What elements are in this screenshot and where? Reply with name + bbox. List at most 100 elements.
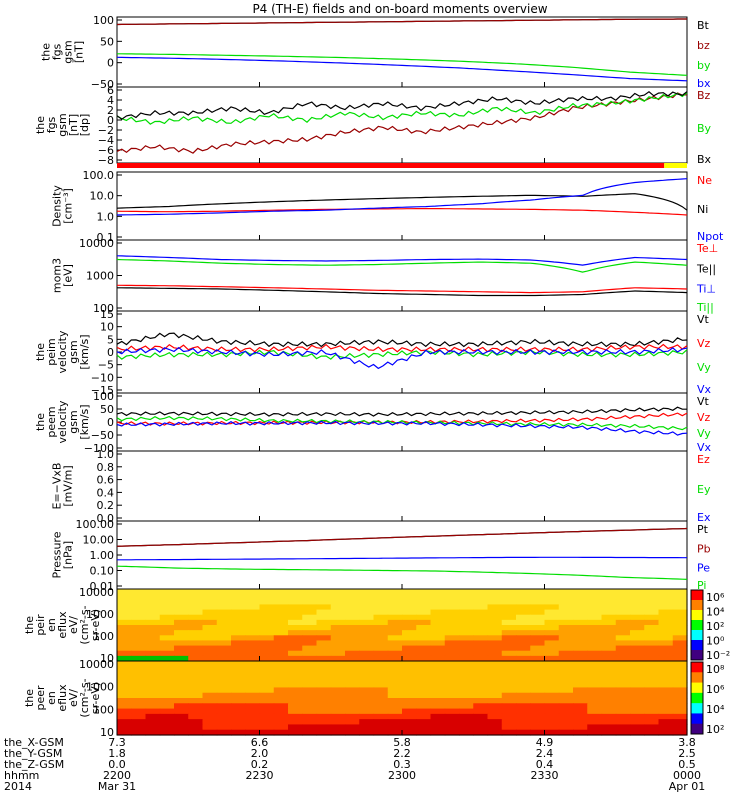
spectrogram-cell [302,640,318,647]
spectrogram-cell [501,614,517,621]
spectrogram-cell [444,724,460,731]
spectrogram-cell [387,698,403,704]
spectrogram-cell [658,724,674,731]
spectrogram-cell [245,635,261,642]
spectrogram-cell [658,635,674,642]
spectrogram-cell [330,619,346,626]
spectrogram-cell [573,671,588,678]
spectrogram-cell [145,630,161,636]
spectrogram-cell [259,655,275,662]
spectrogram-cell [530,671,546,678]
spectrogram-cell [416,671,432,678]
spectrogram-cell [487,645,503,652]
spectrogram-cell [345,655,360,662]
spectrogram-cell [359,682,375,689]
spectrogram-cell [416,729,432,736]
spectrogram-cell [658,676,674,683]
spectrogram-cell [231,703,246,710]
spectrogram-cell [658,729,674,736]
spectrogram-cell [615,619,631,626]
y-axis-label: the [34,413,47,431]
spectrogram-cell [159,661,175,667]
spectrogram-cell [615,655,631,662]
spectrogram-cell [159,729,175,736]
spectrogram-cell [658,671,674,678]
spectrogram-cell [302,698,318,704]
spectrogram-cell [558,687,574,694]
spectrogram-cell [259,703,275,710]
spectrogram-cell [387,589,403,595]
spectrogram-cell [573,703,588,710]
spectrogram-cell [330,687,346,694]
spectrogram-cell [516,614,531,621]
spectrogram-cell [658,692,674,699]
series-line-Pe [117,556,687,561]
spectrogram-cell [302,719,318,726]
spectrogram-cell [231,692,246,699]
legend-label: Vt [697,395,710,408]
y-tick-label: 4 [107,94,114,107]
spectrogram-cell [658,708,674,715]
spectrogram-cell [530,661,546,667]
spectrogram-cell [216,724,232,731]
spectrogram-cell [516,729,531,736]
spectrogram-cell [202,698,218,704]
y-axis-label: peim [45,338,58,366]
colorbar-segment [691,620,703,631]
spectrogram-cell [202,619,218,626]
spectrogram-cell [373,676,389,683]
spectrogram-cell [402,719,417,726]
spectrogram-cell [359,650,375,657]
spectrogram-cell [530,724,546,731]
spectrogram-cell [245,589,261,595]
spectrogram-cell [131,687,147,694]
spectrogram-cell [402,589,417,595]
spectrogram-cell [330,692,346,699]
legend-label: Pt [697,523,709,536]
spectrogram-cell [501,713,517,720]
spectrogram-cell [487,609,503,616]
spectrogram-cell [501,630,517,636]
colorbar-tick-label: 10⁴ [706,606,725,619]
spectrogram-cell [131,655,147,662]
spectrogram-cell [459,676,474,683]
spectrogram-cell [516,708,531,715]
spectrogram-cell [273,682,289,689]
spectrogram-cell [231,661,246,667]
spectrogram-cell [672,645,688,652]
spectrogram-cell [216,635,232,642]
spectrogram-cell [345,589,360,595]
y-tick-label: 10 [100,321,114,334]
spectrogram-cell [601,713,617,720]
spectrogram-cell [288,676,303,683]
spectrogram-cell [216,671,232,678]
spectrogram-cell [430,614,446,621]
spectrogram-cell [630,729,645,736]
spectrogram-cell [487,703,503,710]
spectrogram-cell [188,682,204,689]
spectrogram-cell [302,635,318,642]
spectrogram-cell [473,604,489,611]
colorbar-tick-label: 10² [706,723,724,736]
spectrogram-cell [644,713,660,720]
spectrogram-cell [330,682,346,689]
spectrogram-cell [202,599,218,606]
spectrogram-cell [202,719,218,726]
spectrogram-cell [672,630,688,636]
spectrogram-cell [587,640,603,647]
y-tick-label: 0 [107,416,114,429]
y-tick-label: 1000 [86,608,114,621]
spectrogram-cell [159,708,175,715]
spectrogram-cell [117,671,132,678]
spectrogram-cell [117,729,132,736]
spectrogram-cell [644,625,660,631]
spectrogram-cell [473,599,489,606]
spectrogram-cell [459,703,474,710]
spectrogram-cell [216,708,232,715]
spectrogram-cell [473,698,489,704]
series-line-Ne [116,208,688,216]
spectrogram-cell [245,645,261,652]
spectrogram-cell [573,661,588,667]
y-axis-label: Pressure [51,531,64,578]
